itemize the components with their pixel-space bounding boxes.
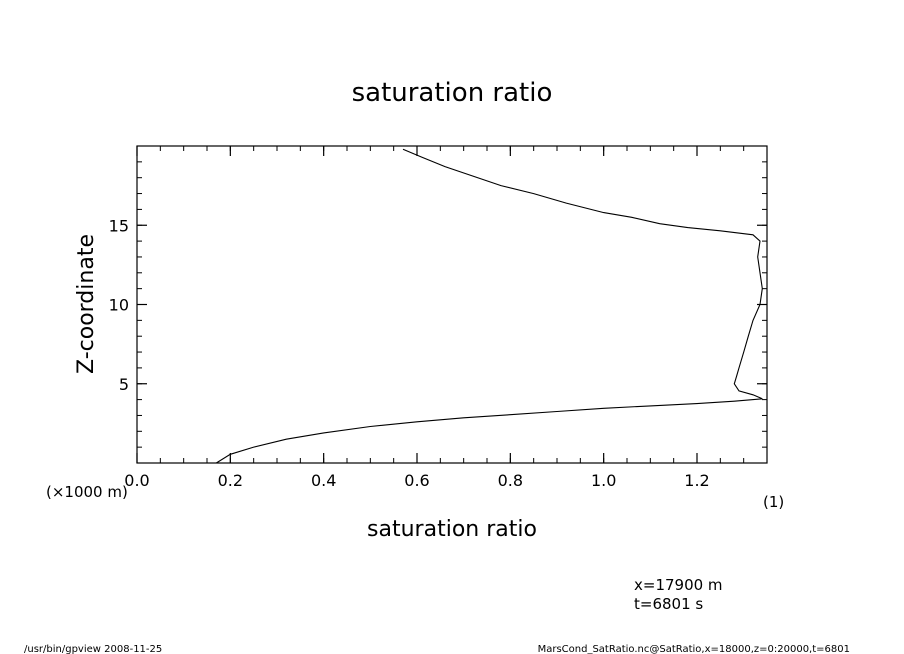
y-unit-note: (×1000 m) [46, 483, 128, 501]
y-tick-label: 10 [109, 296, 129, 315]
x-axis-label: saturation ratio [367, 517, 537, 542]
x-tick-label: 0.2 [218, 471, 243, 490]
series-line-saturation-ratio [216, 148, 763, 464]
x-tick-label: 1.0 [591, 471, 616, 490]
y-tick-label: 15 [109, 216, 129, 235]
chart-title: saturation ratio [352, 78, 553, 108]
y-tick-labels: 5 10 15 [109, 216, 129, 394]
info-x: x=17900 m [634, 576, 723, 594]
footer-left-note: /usr/bin/gpview 2008-11-25 [24, 644, 162, 654]
y-tick-label: 5 [119, 375, 129, 394]
x-tick-label: 1.2 [684, 471, 709, 490]
x-tick-label: 0.6 [404, 471, 429, 490]
x-tick-label: 0.4 [311, 471, 336, 490]
footer-right-note: MarsCond_SatRatio.nc@SatRatio,x=18000,z=… [538, 644, 850, 654]
x-tick-label: 0.0 [124, 471, 149, 490]
x-unit-note: (1) [763, 493, 784, 511]
x-tick-label: 0.8 [498, 471, 523, 490]
y-axis-label: Z-coordinate [74, 234, 99, 374]
info-t: t=6801 s [634, 595, 703, 613]
major-ticks [136, 146, 767, 463]
x-tick-labels: 0.0 0.2 0.4 0.6 0.8 1.0 1.2 [124, 471, 709, 490]
